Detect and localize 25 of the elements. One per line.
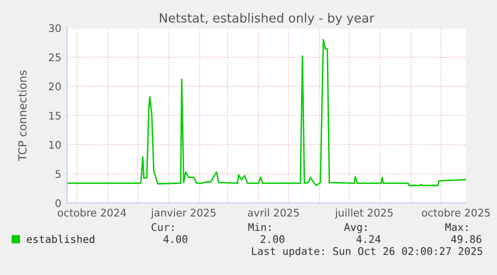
line-series [67, 38, 466, 186]
x-tick-label: octobre 2025 [422, 208, 490, 217]
text: 4.00 [163, 235, 188, 244]
text: 2.00 [260, 235, 284, 244]
chart-title: Netstat, established only - by year [160, 12, 374, 26]
text: 4.24 [356, 235, 381, 243]
y-axis-title: TCP connections [18, 70, 27, 162]
x-tick-label: janvier 2025 [150, 208, 216, 219]
x-tick-label: avril 2025 [248, 208, 299, 217]
x-tick-label: octobre 2024 [58, 208, 126, 217]
text: 49.86 [451, 235, 482, 244]
text: Last update: Sun Oct 26 02:00:27 2025 [252, 246, 482, 258]
text: Max: [445, 223, 468, 232]
text: Min: [248, 222, 270, 231]
y-tick-label: 5 [56, 170, 61, 178]
y-tick-label: 10 [49, 140, 61, 149]
y-tick-label: 15 [49, 112, 61, 120]
y-tick-label: 30 [48, 24, 61, 32]
y-tick-label: 20 [48, 82, 61, 90]
x-tick-label: juillet 2025 [334, 208, 393, 219]
text: Avg: [344, 223, 366, 234]
y-tick-label: 0 [56, 199, 61, 208]
legend-label: established [26, 234, 94, 244]
y-tick-label: 25 [48, 53, 61, 62]
text: Cur: [152, 223, 174, 232]
